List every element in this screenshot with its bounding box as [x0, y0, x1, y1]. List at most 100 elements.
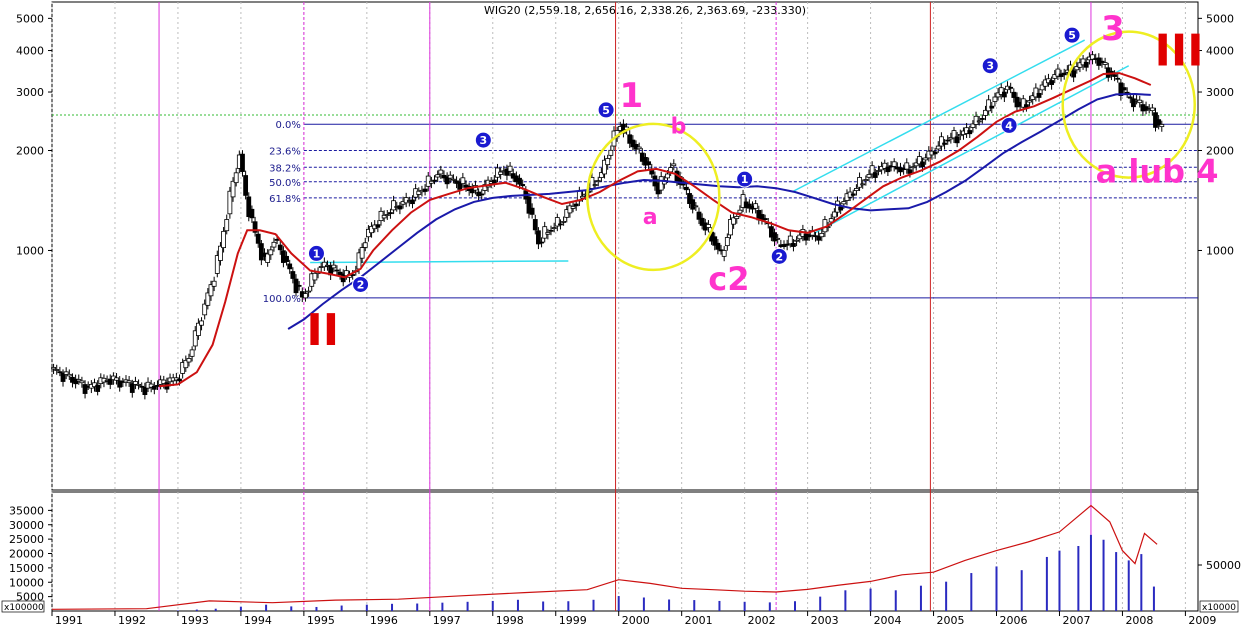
candle-body [303, 293, 308, 299]
candle-body [255, 233, 261, 244]
candle-body [321, 261, 327, 268]
candle-body [306, 290, 311, 293]
year-label: 1996 [370, 614, 398, 627]
candle-body [671, 163, 677, 167]
candle-body [126, 380, 132, 384]
candle-body [1131, 98, 1136, 108]
candle-body [1159, 124, 1165, 128]
candle-body [60, 372, 66, 382]
chart-title: WIG20 (2,559.18, 2,656.16, 2,338.26, 2,3… [484, 4, 806, 17]
year-label: 1997 [433, 614, 461, 627]
wave-marker-label: 2 [357, 278, 365, 291]
candle-body [828, 218, 834, 223]
candle-body [211, 280, 217, 287]
candle-body [806, 234, 812, 238]
wave-annotation: II [306, 305, 339, 356]
candle-body [177, 378, 182, 382]
candle-body [54, 369, 60, 371]
candle-body [841, 201, 847, 205]
candle-body [183, 359, 189, 369]
candle-body [954, 136, 960, 144]
wave-marker-label: 5 [602, 104, 610, 117]
candle-body [923, 157, 929, 161]
candle-body [740, 194, 746, 208]
candle-body [939, 136, 944, 147]
wave-marker-label: 1 [741, 173, 749, 186]
channel-line [310, 260, 569, 264]
volume-left-label: 30000 [9, 519, 44, 532]
candle-body [529, 207, 535, 215]
candle-body [107, 378, 113, 385]
wave-annotation: 1 [619, 76, 643, 116]
candle-body [428, 180, 434, 184]
candle-body [885, 166, 891, 173]
candle-body [504, 168, 510, 176]
candle-body [935, 145, 941, 150]
candle-body [564, 209, 570, 218]
candle-body [646, 161, 652, 166]
candle-body [233, 172, 239, 184]
candle-body [1090, 54, 1095, 60]
volume-red-line [51, 504, 1158, 610]
candle-body [913, 162, 919, 167]
candle-body [189, 349, 195, 357]
candle-body [397, 205, 403, 210]
candle-body [567, 205, 573, 214]
candle-body [1020, 98, 1026, 108]
candle-body [438, 169, 444, 175]
wave-annotation: a [643, 205, 658, 230]
year-label: 2002 [748, 614, 776, 627]
candle-body [230, 180, 236, 198]
candle-body [362, 242, 368, 248]
candle-body [951, 130, 957, 139]
candle-body [989, 105, 995, 109]
wave-marker [770, 247, 788, 265]
volume-right-label: 50000 [1206, 559, 1241, 572]
candle-body [636, 146, 642, 150]
candle-body [598, 172, 604, 178]
candle-body [334, 269, 340, 272]
candle-body [1121, 87, 1127, 91]
candle-body [734, 216, 740, 220]
candle-body [444, 176, 450, 185]
candle-body [246, 196, 252, 218]
right-price-label: 5000 [1206, 12, 1234, 25]
wave-marker-label: 5 [1068, 29, 1076, 42]
candle-body [51, 367, 56, 370]
candle-body [79, 380, 85, 384]
channel-line [791, 39, 1086, 193]
candle-body [277, 244, 283, 251]
candle-body [558, 223, 563, 226]
wave-marker-label: 4 [1005, 119, 1013, 132]
right-price-label: 4000 [1206, 45, 1234, 58]
candle-body [573, 203, 579, 207]
candle-body [712, 236, 718, 246]
candle-body [643, 157, 648, 166]
candle-body [850, 193, 856, 196]
red-moving-average [158, 72, 1152, 388]
candle-body [391, 200, 396, 211]
candle-body [274, 238, 280, 241]
candle-body [432, 179, 437, 182]
wave-marker-label: 2 [775, 250, 783, 263]
candle-body [517, 177, 522, 185]
candle-body [775, 237, 781, 240]
candle-body [891, 161, 897, 167]
candle-body [129, 383, 135, 393]
year-label: 1995 [307, 614, 335, 627]
candle-body [63, 371, 69, 375]
year-label: 2003 [811, 614, 839, 627]
candle-body [1127, 96, 1133, 99]
candle-body [668, 167, 674, 173]
candle-body [1049, 80, 1055, 85]
candle-body [665, 173, 670, 179]
left-price-label: 2000 [16, 145, 44, 158]
candle-body [1102, 62, 1108, 65]
wave-marker [597, 101, 615, 119]
candle-body [117, 380, 123, 388]
candle-body [114, 377, 119, 381]
right-multiplier-box [1199, 600, 1239, 613]
candle-body [857, 177, 862, 188]
candle-body [876, 170, 881, 172]
candle-body [1074, 66, 1080, 71]
